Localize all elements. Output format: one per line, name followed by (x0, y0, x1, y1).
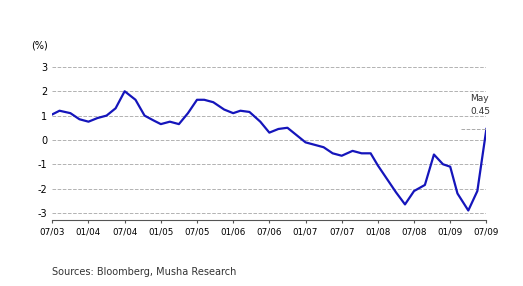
Text: -Housing Prices Have Bottomed Out After a Two-year Decline: -Housing Prices Have Bottomed Out After … (13, 34, 424, 43)
Text: Sources: Bloomberg, Musha Research: Sources: Bloomberg, Musha Research (52, 267, 237, 277)
Text: (%): (%) (31, 41, 48, 51)
Text: May: May (470, 94, 488, 103)
Text: 0.45: 0.45 (470, 107, 490, 116)
Text: Figure 12 :   Case-Shiller national index（MOM）: Figure 12 : Case-Shiller national index（… (13, 9, 299, 19)
